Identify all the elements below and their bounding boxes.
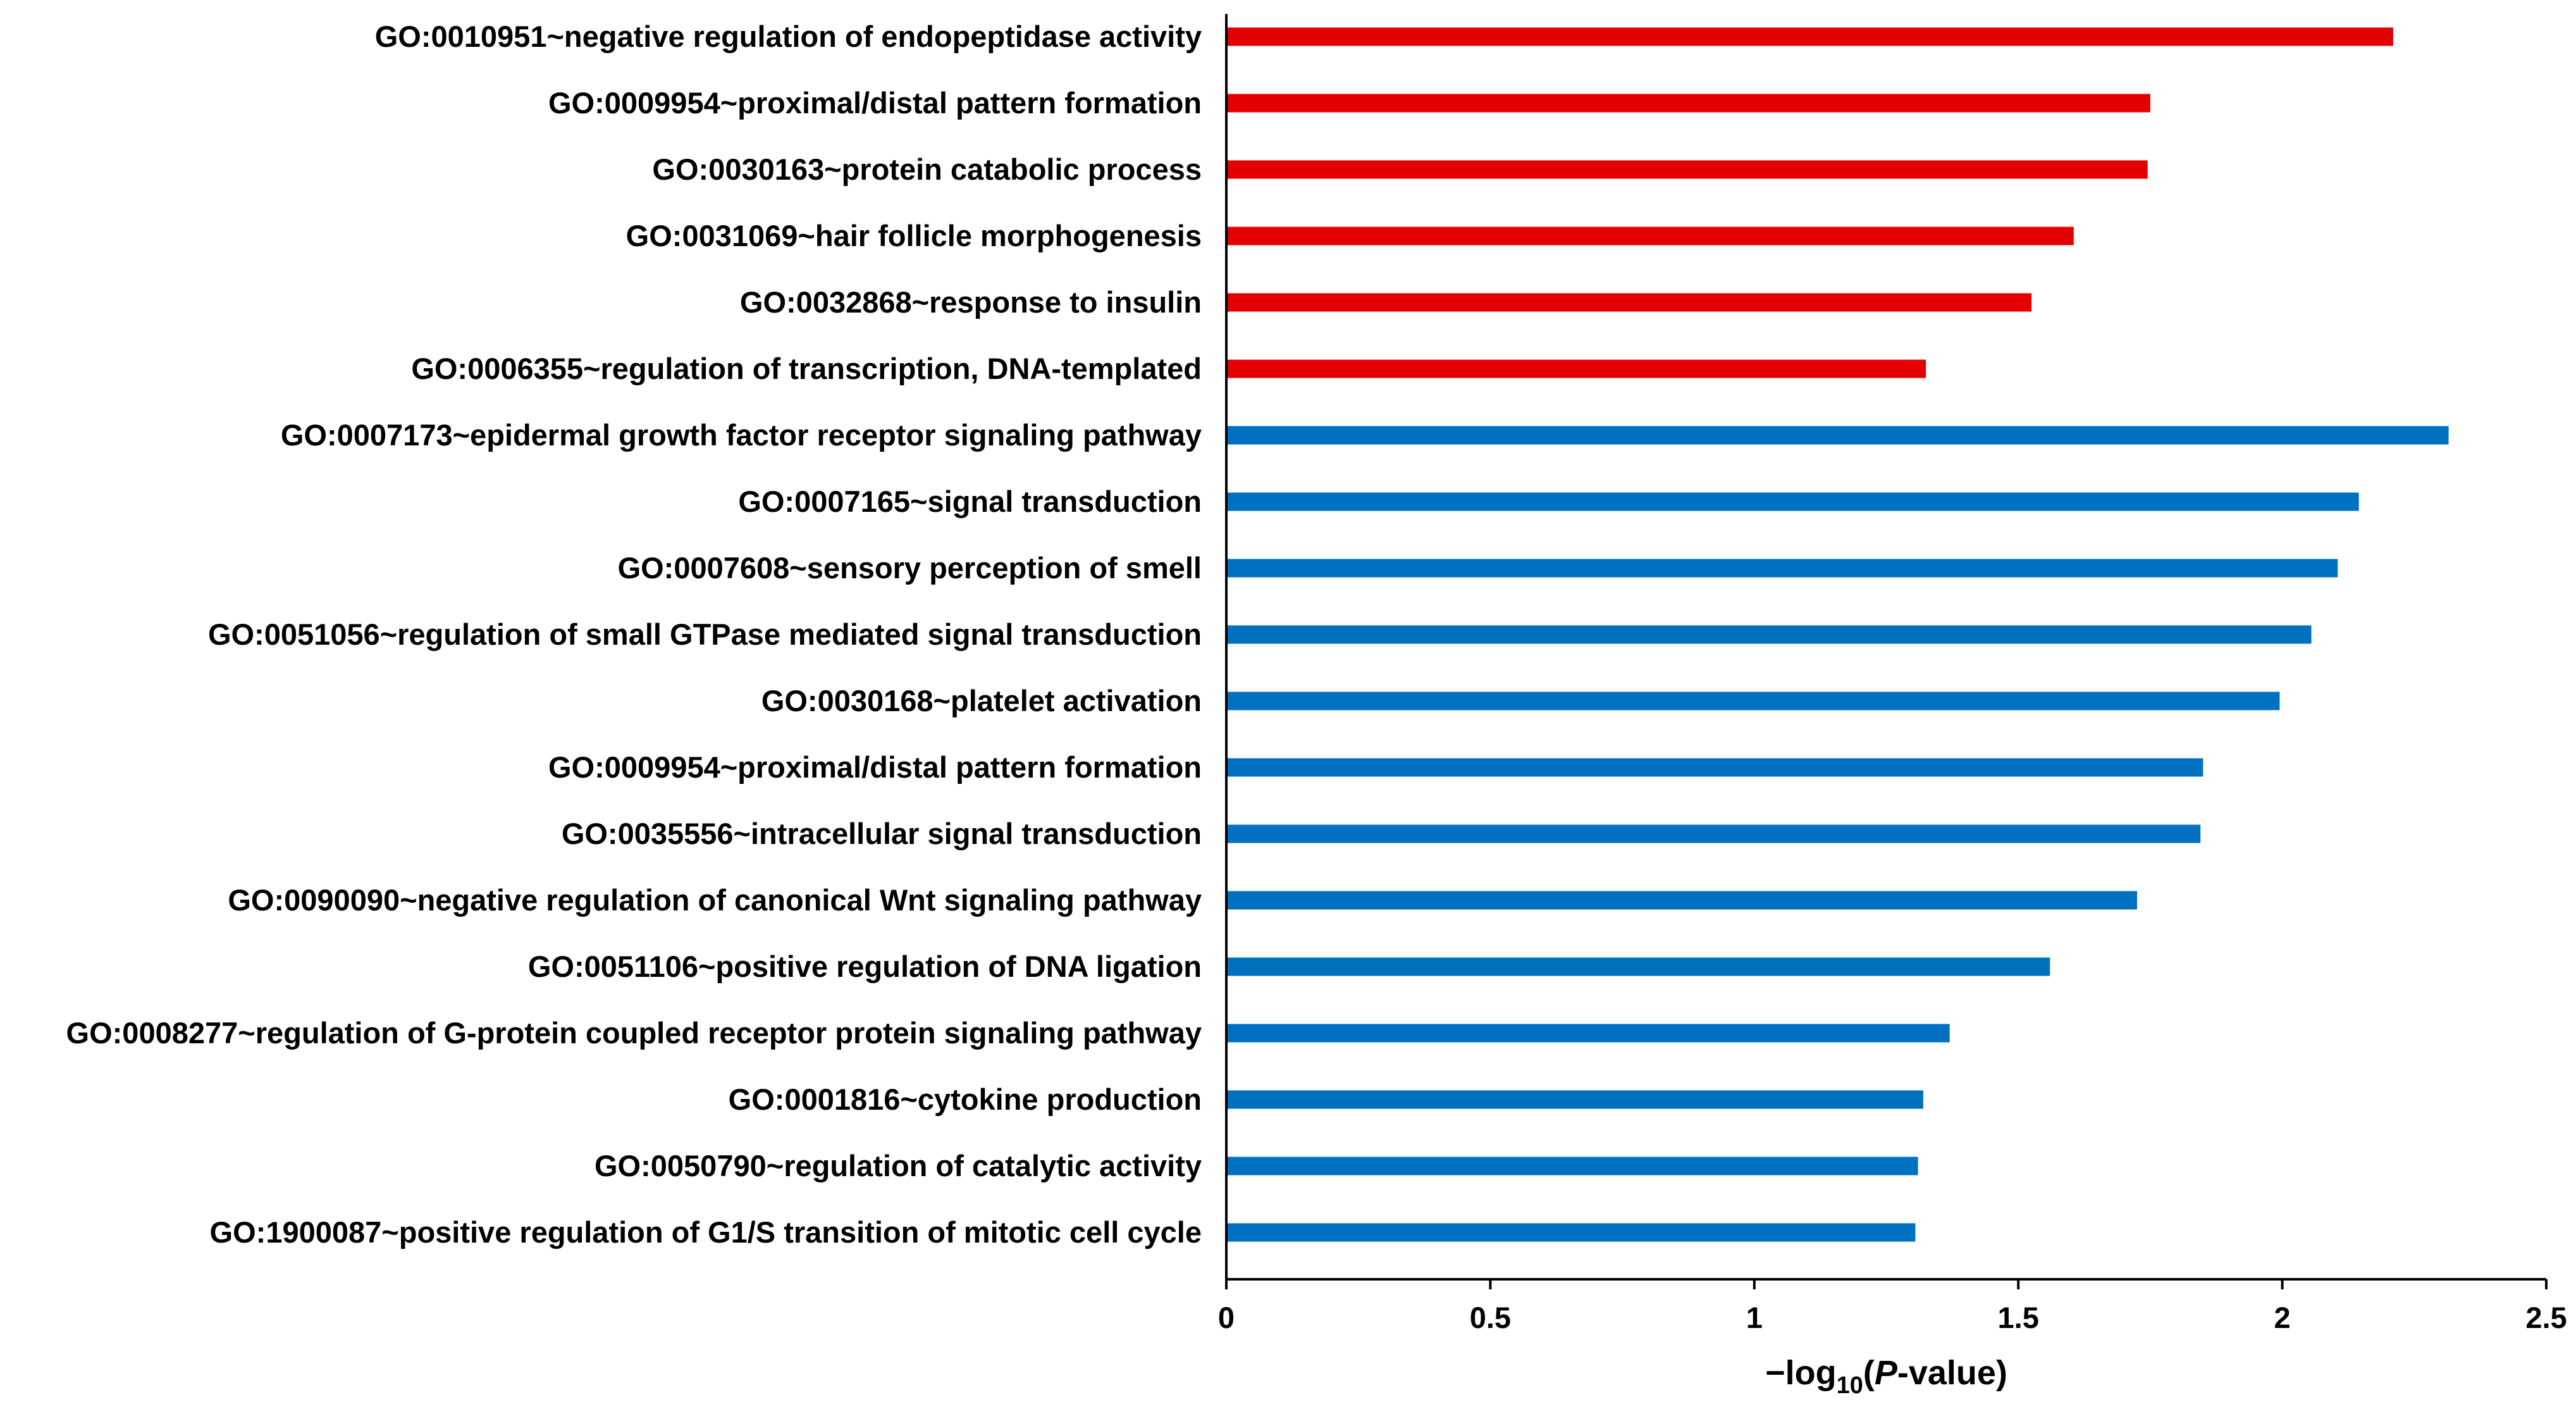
- category-label-0: GO:0010951~negative regulation of endope…: [375, 20, 1202, 53]
- x-axis: 0 0.5 1 1.5 2 2.5 −log10(P-value): [1218, 14, 2567, 1399]
- category-label-10: GO:0030168~platelet activation: [761, 684, 1202, 717]
- x-axis-title-suffix: -value): [1897, 1354, 2007, 1392]
- x-tick-label-0: 0: [1218, 1301, 1235, 1334]
- category-label-13: GO:0090090~negative regulation of canoni…: [228, 883, 1202, 917]
- bar-7: [1226, 492, 2359, 511]
- category-label-18: GO:1900087~positive regulation of G1/S t…: [210, 1215, 1202, 1249]
- bar-1: [1226, 94, 2150, 113]
- category-label-4: GO:0032868~response to insulin: [740, 285, 1202, 319]
- bar-11: [1226, 758, 2203, 777]
- bar-14: [1226, 957, 2050, 976]
- bar-15: [1226, 1024, 1950, 1043]
- bar-4: [1226, 293, 2032, 312]
- bar-12: [1226, 824, 2201, 843]
- category-label-17: GO:0050790~regulation of catalytic activ…: [595, 1149, 1202, 1182]
- bar-0: [1226, 27, 2393, 46]
- bar-16: [1226, 1090, 1923, 1109]
- x-tick-label-4: 2: [2274, 1301, 2291, 1334]
- x-tick-label-5: 2.5: [2525, 1301, 2567, 1334]
- bar-5: [1226, 359, 1926, 378]
- bar-8: [1226, 559, 2338, 578]
- x-tick-label-3: 1.5: [1998, 1301, 2039, 1334]
- x-axis-title-open: (: [1863, 1354, 1875, 1392]
- bar-3: [1226, 226, 2074, 245]
- x-tick-label-1: 0.5: [1470, 1301, 1511, 1334]
- x-axis-title-prefix: −log: [1765, 1354, 1837, 1392]
- category-label-5: GO:0006355~regulation of transcription, …: [411, 352, 1202, 385]
- category-label-11: GO:0009954~proximal/distal pattern forma…: [548, 750, 1202, 784]
- x-ticks-layer: 0 0.5 1 1.5 2 2.5: [1218, 1279, 2567, 1334]
- bar-9: [1226, 625, 2312, 644]
- x-tick-label-2: 1: [1746, 1301, 1763, 1334]
- category-label-2: GO:0030163~protein catabolic process: [652, 152, 1202, 186]
- category-label-3: GO:0031069~hair follicle morphogenesis: [626, 219, 1202, 252]
- x-axis-title-italic: P: [1875, 1354, 1898, 1392]
- bars-layer: [1226, 27, 2449, 1242]
- bar-17: [1226, 1157, 1918, 1176]
- bar-13: [1226, 891, 2138, 910]
- x-axis-title: −log10(P-value): [1765, 1354, 2007, 1399]
- bar-2: [1226, 160, 2148, 179]
- category-label-1: GO:0009954~proximal/distal pattern forma…: [548, 86, 1202, 120]
- category-label-14: GO:0051106~positive regulation of DNA li…: [528, 950, 1202, 983]
- bar-10: [1226, 692, 2280, 710]
- category-label-16: GO:0001816~cytokine production: [729, 1083, 1202, 1116]
- category-label-6: GO:0007173~epidermal growth factor recep…: [281, 418, 1202, 452]
- category-label-9: GO:0051056~regulation of small GTPase me…: [208, 617, 1202, 651]
- bar-6: [1226, 426, 2449, 445]
- category-label-12: GO:0035556~intracellular signal transduc…: [562, 817, 1202, 850]
- category-labels-layer: GO:0010951~negative regulation of endope…: [66, 20, 1202, 1249]
- category-label-8: GO:0007608~sensory perception of smell: [618, 551, 1202, 585]
- category-label-15: GO:0008277~regulation of G-protein coupl…: [66, 1016, 1202, 1050]
- bar-18: [1226, 1223, 1916, 1242]
- category-label-7: GO:0007165~signal transduction: [738, 485, 1202, 518]
- x-axis-title-subscript: 10: [1837, 1372, 1863, 1399]
